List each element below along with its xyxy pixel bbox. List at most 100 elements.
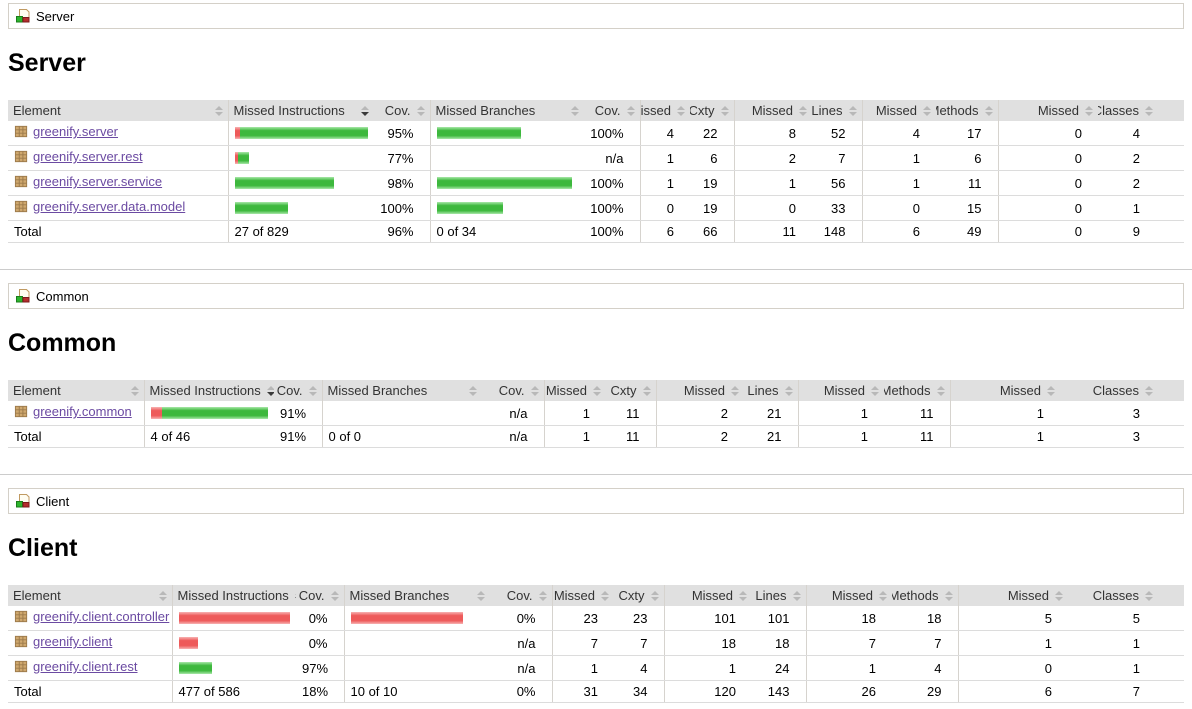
column-header-element[interactable]: Element (8, 585, 172, 606)
lines-value: 101 (752, 606, 806, 631)
column-header-missed[interactable]: Missed (733, 100, 812, 121)
package-link[interactable]: greenify.client (33, 634, 113, 649)
column-header-classes[interactable]: Classes (1068, 585, 1184, 606)
package-link[interactable]: greenify.server.rest (33, 149, 143, 164)
total-missed-lines: 11 (733, 220, 812, 243)
column-header-missed-instructions[interactable]: Missed Instructions (227, 100, 374, 121)
missed-lines-value: 1 (733, 170, 812, 196)
page-title: Common (8, 329, 117, 357)
total-missed-cxty: 1 (543, 425, 606, 448)
column-header-methods[interactable]: Methods (936, 100, 998, 121)
sort-icon (650, 590, 659, 601)
sort-icon (720, 105, 729, 116)
column-header-cxty[interactable]: Cxty (614, 585, 664, 606)
header-row: Element Missed Instructions Cov. Missed … (8, 100, 1184, 121)
column-header-classes[interactable]: Classes (1060, 380, 1184, 401)
column-header-classes[interactable]: Classes (1098, 100, 1184, 121)
package-link[interactable]: greenify.server (33, 124, 119, 139)
report-group-icon (15, 493, 31, 509)
column-header-missed[interactable]: Missed (655, 380, 744, 401)
methods-value: 7 (892, 630, 958, 656)
total-methods: 29 (892, 680, 958, 703)
missed-cxty-value: 7 (551, 630, 614, 656)
column-header-lines[interactable]: Lines (812, 100, 862, 121)
bar-missed-segment (350, 612, 463, 624)
total-row: Total 27 of 829 96% 0 of 34 100% 6 66 11… (8, 220, 1184, 243)
column-header-lines[interactable]: Lines (744, 380, 798, 401)
column-header-missed[interactable]: Missed (551, 585, 614, 606)
column-header-cov[interactable]: Cov. (482, 380, 544, 401)
sort-icon-active (294, 590, 296, 601)
sort-icon (1047, 385, 1055, 396)
coverage-bar (178, 612, 290, 624)
total-lines: 21 (744, 425, 798, 448)
column-header-cxty[interactable]: Cxty (690, 100, 734, 121)
column-header-missed-instructions[interactable]: Missed Instructions (143, 380, 274, 401)
missed-branches-bar-cell (321, 401, 482, 426)
column-header-missed-branches[interactable]: Missed Branches (343, 585, 490, 606)
total-instructions-cov: 18% (296, 680, 344, 703)
column-header-missed[interactable]: Missed (957, 585, 1068, 606)
column-header-cov[interactable]: Cov. (296, 585, 344, 606)
column-header-methods[interactable]: Methods (884, 380, 950, 401)
total-row: Total 477 of 586 18% 10 of 10 0% 31 34 1… (8, 680, 1184, 703)
package-link[interactable]: greenify.server.service (33, 174, 163, 189)
section-common: Common Common Element Missed Instruction… (8, 283, 1184, 448)
column-header-element[interactable]: Element (8, 100, 228, 121)
missed-instructions-bar-cell (227, 170, 374, 196)
missed-branches-bar-cell (429, 145, 584, 171)
sort-icon (308, 385, 317, 396)
column-header-missed-branches[interactable]: Missed Branches (429, 100, 584, 121)
column-header-missed[interactable]: Missed (861, 100, 936, 121)
header-row: Element Missed Instructions Cov. Missed … (8, 585, 1184, 606)
package-link[interactable]: greenify.client.controller (33, 609, 170, 624)
column-header-missed[interactable]: Missed (797, 380, 884, 401)
sort-icon-active (361, 105, 369, 116)
sort-icon (944, 590, 953, 601)
missed-classes-value: 0 (997, 170, 1098, 196)
missed-methods-value: 18 (805, 606, 892, 631)
column-header-cxty[interactable]: Cxty (606, 380, 656, 401)
total-classes: 7 (1068, 680, 1184, 703)
column-header-methods[interactable]: Methods (892, 585, 958, 606)
missed-classes-value: 1 (957, 630, 1068, 656)
column-header-missed[interactable]: Missed (639, 100, 690, 121)
column-header-missed[interactable]: Missed (663, 585, 752, 606)
coverage-bar (329, 407, 477, 419)
sort-icon (923, 105, 931, 116)
package-icon (14, 634, 29, 652)
lines-value: 24 (752, 655, 806, 681)
classes-value: 1 (1068, 655, 1184, 681)
column-header-missed[interactable]: Missed (543, 380, 606, 401)
instructions-cov-value: 77% (374, 145, 430, 171)
bar-missed-segment (178, 612, 290, 624)
column-header-cov[interactable]: Cov. (274, 380, 322, 401)
sort-icon (571, 105, 579, 116)
missed-classes-value: 0 (997, 121, 1098, 146)
missed-methods-value: 1 (861, 145, 936, 171)
total-classes: 3 (1060, 425, 1184, 448)
column-header-missed-instructions[interactable]: Missed Instructions (171, 585, 296, 606)
package-link[interactable]: greenify.client.rest (33, 659, 138, 674)
total-missed-instructions: 27 of 829 (227, 220, 374, 243)
total-missed-instructions: 4 of 46 (143, 425, 274, 448)
package-link[interactable]: greenify.server.data.model (33, 199, 186, 214)
column-header-missed-branches[interactable]: Missed Branches (321, 380, 482, 401)
column-header-cov[interactable]: Cov. (374, 100, 430, 121)
column-header-missed[interactable]: Missed (805, 585, 892, 606)
table-row: greenify.server.data.model 100% 100% 0 1… (8, 195, 1184, 221)
bar-covered-segment (234, 202, 288, 214)
classes-value: 1 (1098, 195, 1184, 221)
bar-covered-segment (436, 177, 572, 189)
column-header-cov[interactable]: Cov. (490, 585, 552, 606)
missed-instructions-bar-cell (171, 606, 296, 631)
column-header-missed[interactable]: Missed (949, 380, 1060, 401)
column-header-cov[interactable]: Cov. (584, 100, 640, 121)
sort-icon (538, 590, 547, 601)
missed-methods-value: 0 (861, 195, 936, 221)
column-header-missed[interactable]: Missed (997, 100, 1098, 121)
package-link[interactable]: greenify.common (33, 404, 132, 419)
bar-missed-segment (234, 127, 240, 139)
column-header-element[interactable]: Element (8, 380, 144, 401)
column-header-lines[interactable]: Lines (752, 585, 806, 606)
